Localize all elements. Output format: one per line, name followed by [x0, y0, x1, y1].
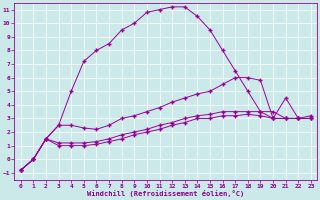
X-axis label: Windchill (Refroidissement éolien,°C): Windchill (Refroidissement éolien,°C) — [87, 190, 244, 197]
